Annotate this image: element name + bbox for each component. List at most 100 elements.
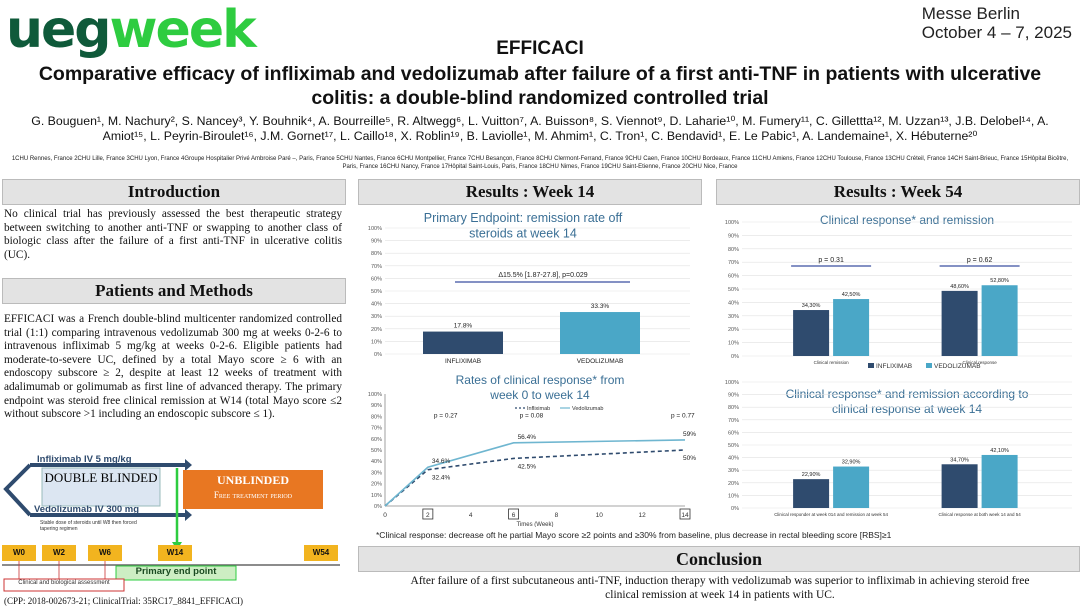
chart3-value-label-0-0: 34,30%: [802, 303, 821, 309]
chart4-ytick-1: 10%: [728, 493, 739, 499]
chart2-xtick-box-7: [679, 508, 691, 520]
week-badge-w14: W14: [166, 548, 184, 557]
chart1-bar-1: [560, 312, 640, 354]
chart4-xtick-0: Clinical responder at week 014 and remis…: [774, 512, 888, 517]
chart4-value-label-1-0: 34,70%: [950, 457, 969, 463]
chart2-series-line-0: [384, 449, 686, 507]
steroid-note: Stable dose of steroids until W8 then fo…: [40, 520, 137, 532]
chart4-ytick-3: 30%: [728, 468, 739, 474]
chart4-bar-0-1: [833, 466, 870, 508]
authors: G. Bouguen¹, M. Nachury², S. Nancey³, Y.…: [31, 114, 1049, 143]
chart2-ytick-5: 50%: [371, 448, 382, 454]
w54-response-remission-chart: Clinical response* and remission 0% 10% 20%…: [725, 213, 1072, 370]
week-badge-w54: W54: [312, 548, 330, 557]
chart2-xtick-box-1: [422, 508, 434, 520]
chart3-value-label-0-1: 42,50%: [842, 292, 861, 298]
assessment-label: Clinical and biological assessment: [18, 580, 110, 586]
venue: Messe Berlin October 4 – 7, 2025: [922, 4, 1072, 42]
intro-heading: Introduction: [2, 179, 346, 205]
chart3-ytick-5: 50%: [728, 287, 739, 293]
chart1-ytick-4: 40%: [371, 302, 382, 308]
chart3-ytick-6: 60%: [728, 274, 739, 280]
chart2-point-label-1-1: 34.6%: [432, 458, 451, 465]
chart4-ytick-9: 90%: [728, 393, 739, 399]
chart4-ytick-4: 40%: [728, 456, 739, 462]
methods-text: EFFICACI was a French double-blind multi…: [4, 313, 342, 421]
chart4-ytick-5: 50%: [728, 443, 739, 449]
chart1-xtick-0: INFLIXIMAB: [445, 358, 481, 365]
chart4-ytick-6: 60%: [728, 430, 739, 436]
chart2-legend-0: Infliximab: [527, 406, 550, 412]
chart3-pvalue-1: p = 0.62: [967, 257, 993, 264]
chart3-ytick-2: 20%: [728, 327, 739, 333]
chart3-bar-0-0: [793, 310, 830, 356]
chart1-xtick-1: VEDOLIZUMAB: [577, 358, 624, 365]
chart1-ytick-2: 20%: [371, 327, 382, 333]
chart2-xtick-4: 8: [555, 512, 559, 519]
chart4-bar-1-1: [981, 454, 1018, 508]
chart1-ytick-5: 50%: [371, 289, 382, 295]
footnote: *Clinical response: decrease oft he part…: [376, 530, 892, 540]
double-blinded-label: DOUBLE BLINDED: [44, 470, 158, 485]
chart4-ytick-0: 0%: [731, 506, 739, 512]
chart4-bar-1-0: [941, 464, 978, 508]
chart4-xtick-1: Clinical response at both week 14 and 54: [938, 512, 1021, 517]
ueg-week-logo: uegweek: [6, 0, 257, 60]
unblinded-label: UNBLINDED: [216, 473, 289, 487]
chart2-series-line-1: [384, 439, 686, 507]
vdz-arm-label: Vedolizumab IV 300 mg: [34, 504, 140, 515]
chart2-point-label-1-2: 56.4%: [518, 434, 537, 441]
chart2-point-label-1-3: 59%: [683, 431, 696, 438]
free-period-label: Free treatment period: [213, 490, 293, 500]
chart1-ytick-3: 30%: [371, 314, 382, 320]
chart3-value-label-1-1: 52,80%: [990, 278, 1009, 284]
chart4-title-line-1: clinical response at week 14: [832, 402, 982, 416]
chart4-value-label-1-1: 42,10%: [990, 448, 1009, 454]
week-badge-w2: W2: [53, 548, 65, 557]
chart2-ytick-6: 60%: [371, 437, 382, 443]
chart4-ytick-7: 70%: [728, 418, 739, 424]
chart3-bar-1-0: [941, 290, 978, 356]
chart2-point-label-0-1: 32.4%: [432, 475, 451, 482]
chart3-ytick-4: 40%: [728, 300, 739, 306]
chart1-ytick-6: 60%: [371, 276, 382, 282]
chart3-value-label-1-0: 48,60%: [950, 284, 969, 290]
chart2-ytick-1: 10%: [371, 493, 382, 499]
results14-heading: Results : Week 14: [358, 179, 702, 205]
chart4-value-label-0-1: 32,90%: [842, 460, 861, 466]
methods-heading: Patients and Methods: [2, 278, 346, 304]
study-design-diagram: [2, 459, 340, 592]
chart3-ytick-7: 70%: [728, 260, 739, 266]
venue-line2: October 4 – 7, 2025: [921, 23, 1072, 42]
chart3-ytick-0: 0%: [731, 354, 739, 360]
chart3-ytick-10: 100%: [725, 220, 739, 226]
chart2-legend-1: Vedolizumab: [572, 406, 604, 412]
chart4-ytick-10: 100%: [725, 380, 739, 386]
week-badge-w0: W0: [13, 548, 25, 557]
chart2-xtick-1: 2: [426, 512, 430, 519]
ifx-arm-label: Infliximab IV 5 mg/kg: [37, 454, 132, 465]
chart1-title-line-0: Primary Endpoint: remission rate off: [424, 211, 623, 225]
chart1-bar-0: [423, 331, 503, 354]
chart2-ytick-7: 70%: [371, 426, 382, 432]
chart2-xtick-5: 10: [596, 512, 604, 519]
chart1-ytick-1: 10%: [371, 339, 382, 345]
chart3-legend-1: VEDOLIZUMAB: [934, 363, 981, 370]
chart3-xtick-1: Clinical response: [962, 360, 997, 365]
registration-note: (CPP: 2018-002673-21; ClinicalTrial: 35R…: [4, 596, 243, 606]
chart3-ytick-3: 30%: [728, 314, 739, 320]
chart3-ytick-1: 10%: [728, 341, 739, 347]
chart4-title-line-0: Clinical response* and remission accordi…: [786, 387, 1029, 401]
chart3-ytick-9: 90%: [728, 233, 739, 239]
chart4-bar-0-0: [793, 479, 830, 508]
poster-subtitle: Comparative efficacy of infliximab and v…: [38, 63, 1042, 109]
chart2-xtick-box-3: [508, 508, 519, 520]
chart2-xtick-7: 14: [681, 512, 689, 519]
chart2-pvalue-1: p = 0.08: [520, 413, 544, 420]
chart1-value-label-0: 17.8%: [454, 323, 473, 330]
primary-end-point-label: Primary end point: [135, 566, 217, 577]
chart2-ytick-10: 100%: [368, 392, 382, 398]
chart2-pvalue-0: p = 0.27: [434, 413, 458, 420]
chart2-xtick-6: 12: [639, 512, 647, 519]
